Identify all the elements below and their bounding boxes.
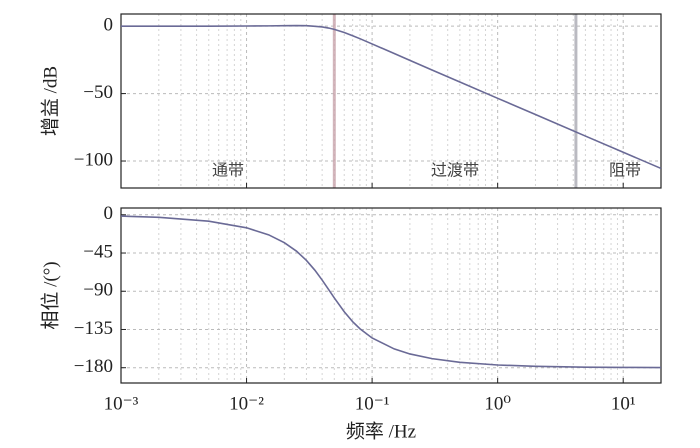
x-axis-label: 频率 /Hz [346, 420, 416, 442]
y-axis-label: 增益 /dB [39, 66, 61, 136]
plot-frame [120, 13, 662, 189]
y-tick-label: −180 [74, 356, 113, 377]
x-tick-label: 10⁻² [229, 393, 264, 414]
y-tick-label: −135 [74, 318, 113, 339]
y-tick-label: 0 [104, 203, 114, 224]
y-axis-label: 相位 /(°) [39, 261, 61, 329]
x-tick-label: 10⁻¹ [355, 393, 390, 414]
x-tick-label: 10⁰ [484, 393, 511, 414]
plot-frame [120, 207, 662, 384]
band-annotation: 过渡带 [431, 162, 479, 180]
response-curve [120, 215, 662, 369]
y-tick-label: −45 [83, 241, 113, 262]
y-tick-label: −50 [83, 82, 113, 103]
y-tick-label: −100 [74, 149, 113, 170]
band-annotation: 阻带 [609, 162, 641, 180]
x-tick-label: 10¹ [611, 393, 636, 414]
band-annotation: 通带 [212, 162, 244, 180]
y-tick-label: 0 [104, 14, 114, 35]
response-curve [121, 24, 662, 170]
x-tick-label: 10⁻³ [104, 393, 139, 414]
y-tick-label: −90 [83, 280, 113, 301]
